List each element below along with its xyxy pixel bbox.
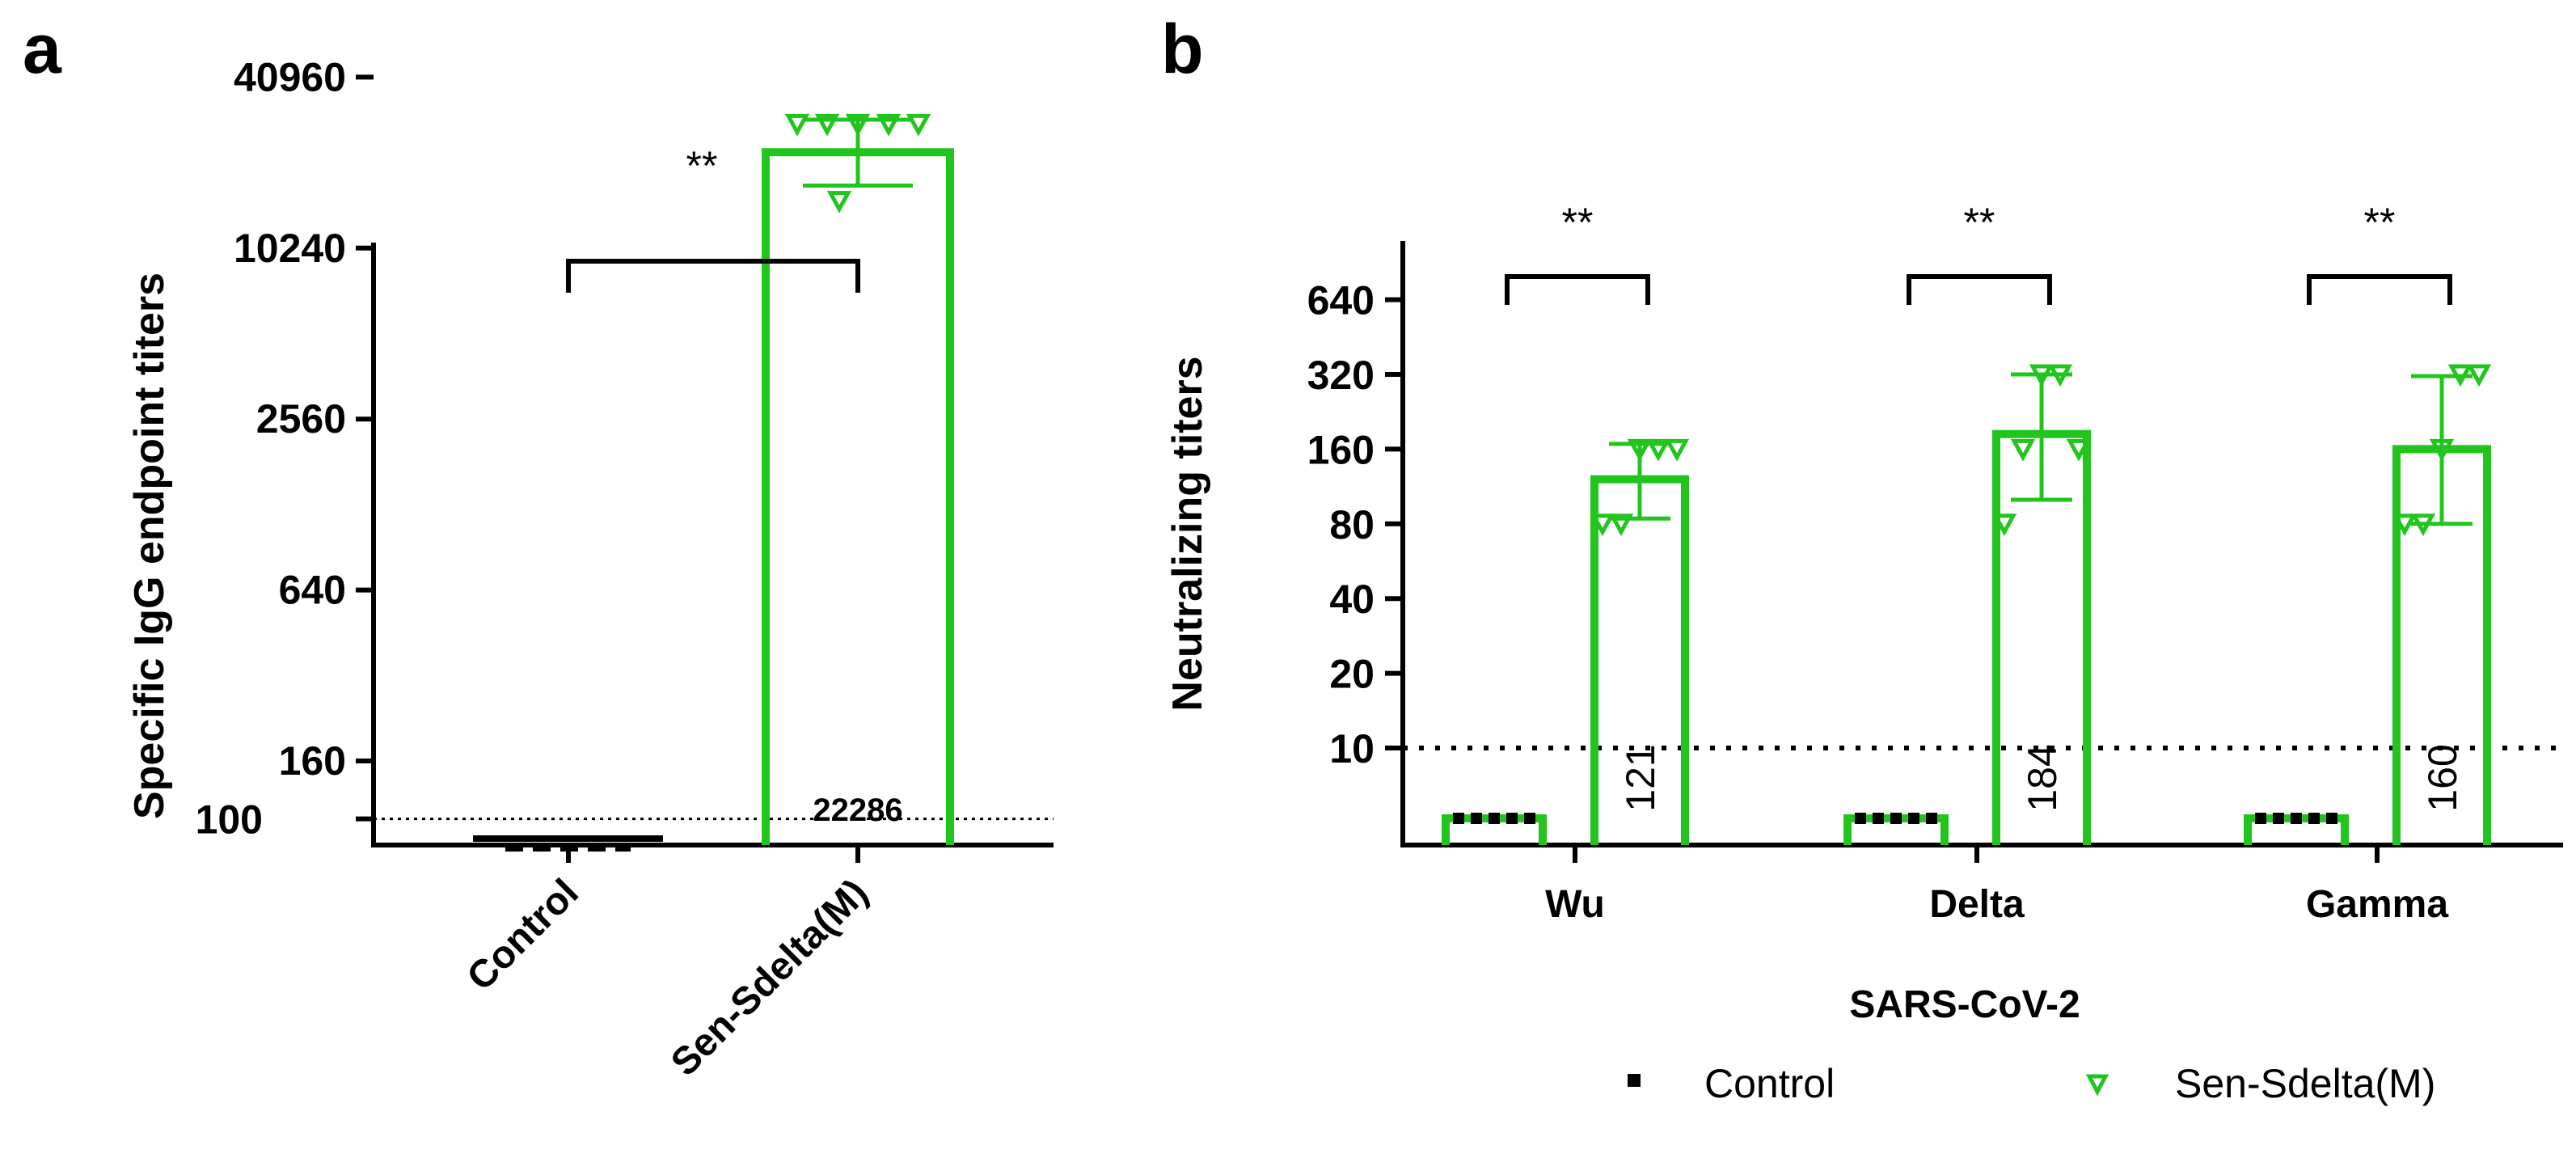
bar-value-label: 121	[1618, 744, 1663, 811]
data-point	[814, 113, 840, 137]
bar-value-label: 22286	[813, 792, 902, 828]
data-point	[1991, 513, 2017, 536]
bar-value-label: 184	[2020, 744, 2065, 811]
data-point	[2410, 513, 2436, 536]
significance: **	[566, 143, 860, 293]
y-tick-label: 640	[279, 568, 346, 613]
significance-bracket	[2307, 274, 2452, 305]
data-point	[1524, 813, 1535, 824]
bar-sen-sdelta	[762, 148, 954, 845]
axes	[1400, 241, 2563, 863]
data-point	[2029, 364, 2054, 387]
data-point	[1590, 513, 1615, 536]
data-point	[2066, 438, 2092, 462]
x-axis-labels: Wu Delta Gamma	[1545, 883, 2448, 926]
data-point	[1873, 813, 1884, 824]
x-tick-label: Control	[459, 871, 587, 999]
data-point	[1855, 813, 1866, 824]
bar-value-label: 160	[2420, 744, 2465, 811]
legend-control-marker	[1628, 1074, 1641, 1087]
panel-b: b Neutralizing titers SARS-CoV-2 10 20 40 8…	[1161, 11, 2563, 1106]
y-axis-ticks: 10 20 40 80 160 320 640	[1307, 278, 1403, 771]
y-tick-label: 10240	[234, 226, 346, 271]
x-tick-label: Delta	[1929, 883, 2025, 926]
data-point	[876, 113, 902, 137]
data-point	[784, 113, 810, 137]
significance-label: **	[1562, 200, 1594, 245]
data-point	[2010, 438, 2036, 462]
bars: 121 184 160	[1442, 364, 2492, 845]
significance: ** ** **	[1505, 200, 2452, 305]
panel-a: a Specific IgG endpoint titers 160 640 256…	[23, 11, 1054, 1084]
significance-bracket	[1505, 274, 1650, 305]
data-point	[2326, 813, 2337, 824]
data-point	[2447, 364, 2473, 387]
data-point	[1471, 813, 1482, 824]
y-tick-label: 40	[1329, 577, 1375, 622]
legend-sen-label: Sen-Sdelta(M)	[2175, 1061, 2435, 1106]
y-tick-label: 2560	[256, 396, 346, 442]
significance-bracket	[1907, 274, 2052, 305]
y-tick-label: 10	[1329, 726, 1375, 771]
significance-label: **	[1964, 200, 1995, 245]
y-tick-label: 160	[279, 738, 346, 784]
y-tick-label: 40960	[234, 54, 346, 99]
legend: Control Sen-Sdelta(M)	[1628, 1061, 2435, 1106]
data-point	[1890, 813, 1902, 824]
y-axis-label: Neutralizing titers	[1164, 356, 1211, 711]
data-point	[1608, 513, 1634, 536]
data-point	[2291, 813, 2302, 824]
data-point	[845, 113, 871, 137]
data-point	[1645, 438, 1671, 462]
data-point	[1664, 438, 1690, 462]
y-tick-label: 80	[1329, 502, 1375, 547]
x-tick-label: Gamma	[2306, 883, 2448, 926]
x-axis-title: SARS-CoV-2	[1849, 983, 2080, 1026]
data-point	[2308, 813, 2320, 824]
data-point	[906, 113, 931, 137]
data-point	[2392, 513, 2418, 536]
x-axis-labels: Control Sen-Sdelta(M)	[459, 871, 876, 1084]
y-axis-ticks: 16064025601024040960163840655360100	[196, 54, 374, 843]
data-point	[1908, 813, 1919, 824]
x-tick-label: Wu	[1545, 883, 1605, 926]
legend-sen-marker	[2085, 1074, 2109, 1097]
data-point	[1506, 813, 1518, 824]
bars: 22286	[473, 113, 954, 852]
y-tick-label: 320	[1307, 353, 1375, 398]
data-point	[2273, 813, 2284, 824]
data-point	[2466, 364, 2492, 387]
y-tick-label: 160	[1307, 427, 1375, 472]
axes	[371, 243, 1054, 863]
legend-control-label: Control	[1704, 1061, 1835, 1106]
data-point	[2429, 438, 2455, 462]
data-point	[1489, 813, 1500, 824]
lod-label: 100	[196, 797, 263, 843]
data-point	[826, 191, 852, 213]
panel-label-a: a	[23, 11, 62, 88]
y-tick-label: 20	[1329, 652, 1375, 697]
y-tick-label: 640	[1307, 278, 1375, 323]
data-point	[2047, 364, 2073, 387]
significance-bracket	[566, 259, 860, 293]
y-axis-label: Specific IgG endpoint titers	[126, 273, 173, 819]
panel-label-b: b	[1161, 11, 1204, 88]
x-tick-label: Sen-Sdelta(M)	[663, 871, 876, 1084]
data-point	[1453, 813, 1464, 824]
data-point	[1926, 813, 1937, 824]
significance-label: **	[686, 143, 718, 188]
significance-label: **	[2364, 200, 2396, 245]
data-point	[1627, 438, 1653, 462]
data-point	[2255, 813, 2266, 824]
